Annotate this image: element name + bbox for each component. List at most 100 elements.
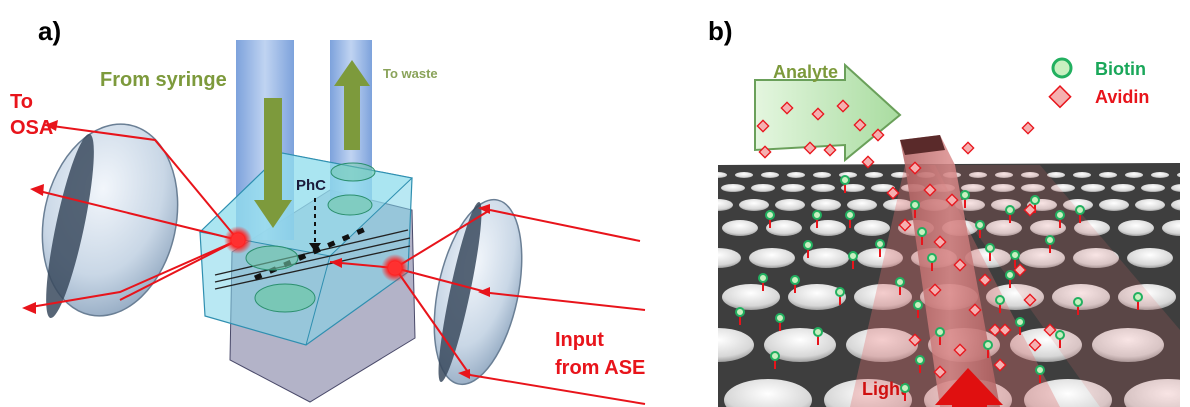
air-hole <box>1118 220 1154 236</box>
air-hole <box>1099 199 1129 211</box>
biotin-molecule <box>915 355 925 365</box>
avidin-molecule <box>803 141 817 155</box>
air-hole <box>1019 248 1065 268</box>
microfluidic-chip <box>198 152 414 346</box>
air-hole <box>722 220 758 236</box>
air-hole <box>787 172 805 178</box>
air-hole <box>1141 184 1165 192</box>
air-hole <box>683 172 701 178</box>
waveguide-ridge <box>900 135 1000 407</box>
biotin-molecule <box>735 307 745 317</box>
air-hole <box>1051 184 1075 192</box>
air-hole <box>721 184 745 192</box>
avidin-molecule <box>811 107 825 121</box>
biotin-molecule <box>775 313 785 323</box>
air-hole <box>788 284 846 310</box>
air-hole <box>1073 248 1119 268</box>
air-hole <box>735 172 753 178</box>
air-hole <box>1162 220 1180 236</box>
biotin-molecule <box>840 175 850 185</box>
air-hole <box>718 199 733 211</box>
air-hole <box>1074 220 1110 236</box>
left-lens <box>41 123 179 318</box>
avidin-molecule <box>953 343 967 357</box>
air-hole <box>813 172 831 178</box>
air-hole <box>854 284 912 310</box>
biotin-molecule <box>813 327 823 337</box>
avidin-molecule <box>861 155 875 169</box>
air-hole <box>1092 328 1164 362</box>
air-hole <box>761 172 779 178</box>
output-beams <box>24 124 239 309</box>
avidin-molecule <box>871 128 885 142</box>
air-hole <box>986 220 1022 236</box>
avidin-molecule <box>953 258 967 272</box>
air-hole <box>1052 284 1110 310</box>
input-beams <box>329 209 646 405</box>
biotin-molecule <box>845 210 855 220</box>
biotin-molecule <box>848 251 858 261</box>
air-hole <box>865 172 883 178</box>
legend-biotin-marker <box>1051 57 1073 79</box>
biotin-molecule <box>1010 250 1020 260</box>
air-hole <box>667 199 697 211</box>
air-hole <box>883 199 913 211</box>
air-hole <box>846 328 918 362</box>
avidin-molecule <box>853 118 867 132</box>
air-hole <box>641 248 687 268</box>
air-hole <box>1135 199 1165 211</box>
biotin-molecule <box>1133 292 1143 302</box>
light-arrow <box>935 368 1003 407</box>
molecules <box>735 99 1143 401</box>
biotin-molecule <box>960 190 970 200</box>
phc-label: PhC <box>296 177 326 194</box>
biotin-molecule <box>917 227 927 237</box>
legend-biotin-label: Biotin <box>1095 59 1146 79</box>
legend: Biotin Avidin <box>1048 57 1149 109</box>
air-hole <box>1024 379 1112 407</box>
air-hole <box>810 220 846 236</box>
biotin-molecule <box>790 275 800 285</box>
air-hole <box>722 284 780 310</box>
to-osa-label-2: OSA <box>10 117 53 139</box>
air-hole <box>803 248 849 268</box>
input-label-2: from ASE <box>555 357 645 379</box>
air-hole <box>1171 184 1180 192</box>
to-waste-label: To waste <box>383 66 438 81</box>
biotin-molecule <box>1045 235 1055 245</box>
avidin-molecule <box>1013 263 1027 277</box>
avidin-molecule <box>908 161 922 175</box>
air-hole <box>1111 184 1135 192</box>
avidin-molecule <box>928 283 942 297</box>
air-hole <box>891 172 909 178</box>
biotin-molecule <box>875 239 885 249</box>
avidin-molecule <box>998 323 1012 337</box>
air-hole <box>841 184 865 192</box>
air-hole <box>1151 172 1169 178</box>
biotin-molecule <box>927 253 937 263</box>
biotin-molecule <box>1035 365 1045 375</box>
avidin-molecule <box>933 235 947 249</box>
panel-b-tag: b) <box>708 16 733 46</box>
air-hole <box>854 220 890 236</box>
air-hole <box>1127 248 1173 268</box>
air-hole <box>1073 172 1091 178</box>
panel-b: b) Light Analyte Biotin Avidin <box>641 16 1180 407</box>
biotin-molecule <box>910 200 920 210</box>
biotin-molecule <box>1075 205 1085 215</box>
air-hole <box>965 248 1011 268</box>
air-hole <box>811 184 835 192</box>
air-hole <box>995 172 1013 178</box>
analyte-label: Analyte <box>773 62 838 82</box>
avidin-molecule <box>923 183 937 197</box>
air-hole <box>1021 184 1045 192</box>
air-hole <box>1124 379 1180 407</box>
air-hole <box>766 220 802 236</box>
air-hole <box>691 184 715 192</box>
air-hole <box>1125 172 1143 178</box>
biotin-molecule <box>812 210 822 220</box>
outflow-arrow <box>334 60 370 150</box>
air-hole <box>847 199 877 211</box>
avidin-molecule <box>1021 121 1035 135</box>
legend-avidin-label: Avidin <box>1095 87 1149 107</box>
